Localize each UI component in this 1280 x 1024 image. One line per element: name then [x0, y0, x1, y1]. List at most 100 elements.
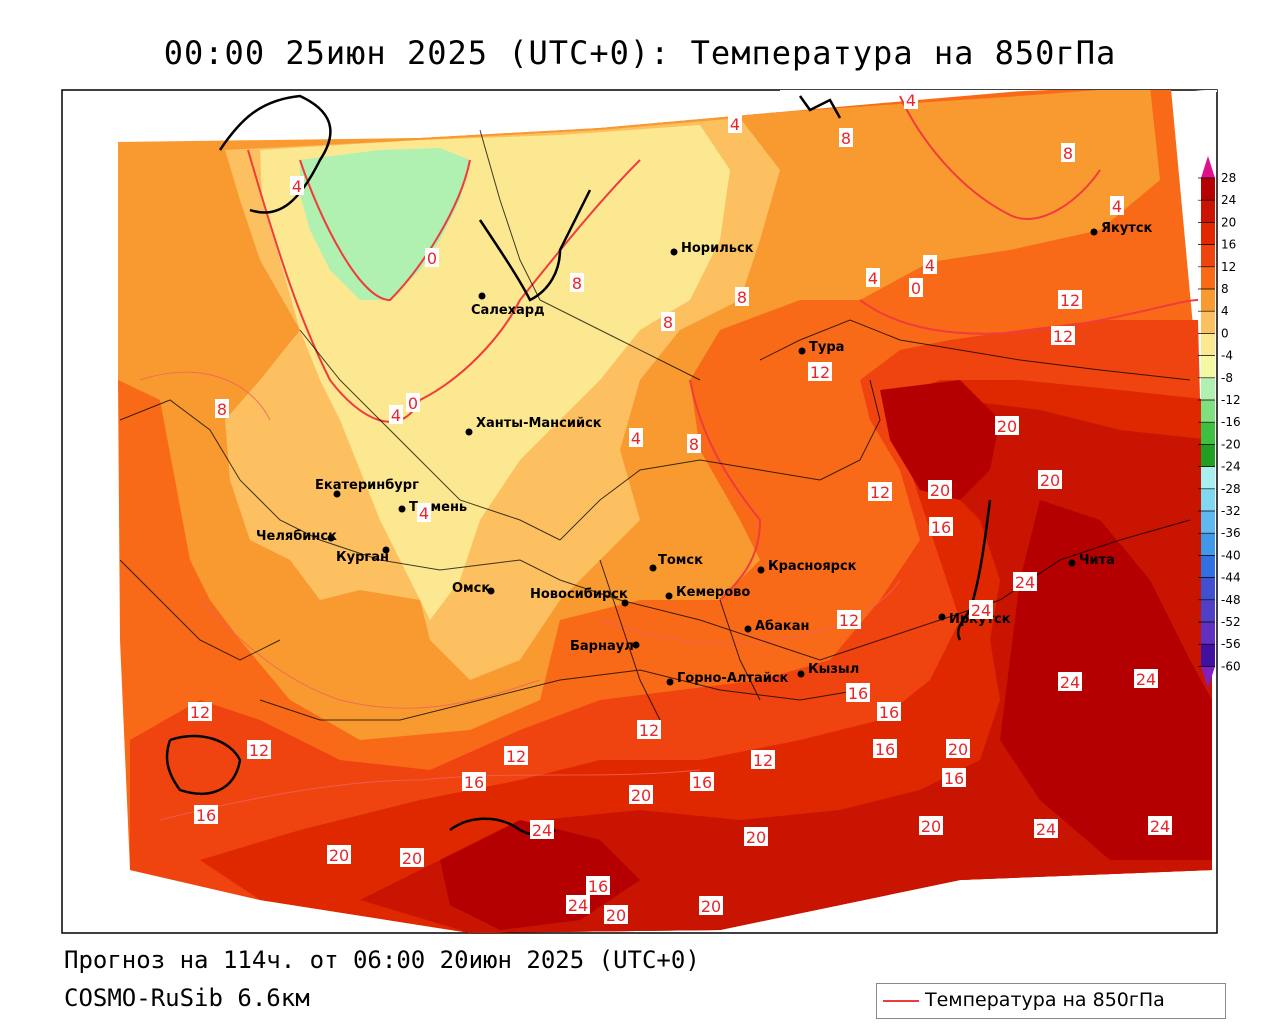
svg-text:24: 24 [532, 821, 552, 840]
colorbar-segment [1201, 400, 1215, 423]
colorbar-tick-label: -52 [1221, 615, 1241, 629]
contour-label: 20 [946, 739, 970, 759]
contour-label: 24 [1134, 669, 1158, 689]
contour-label: 24 [1148, 816, 1172, 836]
svg-text:Красноярск: Красноярск [768, 559, 857, 574]
city-krasnoyarsk: Красноярск [757, 559, 857, 574]
svg-text:12: 12 [249, 741, 269, 760]
contour-label: 24 [566, 895, 590, 915]
contour-label: 16 [929, 517, 953, 537]
legend-label: Температура на 850гПа [925, 989, 1165, 1011]
contour-label: 0 [909, 278, 923, 298]
contour-label: 4 [728, 114, 742, 134]
colorbar-tick-label: -8 [1221, 371, 1233, 385]
colorbar-tick-label: 28 [1221, 171, 1236, 185]
contour-label: 16 [194, 805, 218, 825]
contour-label: 4 [1110, 196, 1124, 216]
colorbar-tick-label: -28 [1221, 482, 1241, 496]
contour-label: 20 [995, 416, 1019, 436]
svg-text:20: 20 [948, 740, 968, 759]
city-labels: Якутск Норильск Салехард Тура Ханты-Манс… [256, 221, 1153, 686]
contour-label: 16 [462, 772, 486, 792]
svg-text:8: 8 [1063, 144, 1073, 163]
colorbar-segment [1201, 488, 1215, 512]
svg-text:16: 16 [875, 740, 895, 759]
svg-text:Норильск: Норильск [681, 241, 754, 256]
contour-label: 4 [904, 90, 918, 110]
city-gorno-altaysk: Горно-Алтайск [666, 671, 789, 686]
city-ekaterinburg: Екатеринбург [315, 478, 419, 498]
city-omsk: Омск [452, 581, 495, 596]
contour-label: 8 [687, 434, 701, 454]
colorbar-segment [1201, 533, 1215, 556]
contour-label: 8 [839, 128, 853, 148]
contour-label: 16 [846, 683, 870, 703]
svg-text:Омск: Омск [452, 581, 490, 596]
contour-label: 24 [969, 600, 993, 620]
contour-label: 24 [1058, 672, 1082, 692]
svg-text:16: 16 [848, 684, 868, 703]
contour-label: 20 [928, 480, 952, 500]
svg-text:16: 16 [692, 773, 712, 792]
contour-label: 12 [247, 740, 271, 760]
svg-text:20: 20 [701, 897, 721, 916]
colorbar-segment [1201, 178, 1215, 201]
colorbar-tick-label: -36 [1221, 526, 1241, 540]
colorbar-tick-label: -12 [1221, 393, 1241, 407]
svg-text:Ханты-Мансийск: Ханты-Мансийск [476, 416, 602, 431]
contour-labels: 4488404440888121212048448122020201216242… [188, 90, 1172, 925]
contour-label: 4 [417, 503, 431, 523]
colorbar-tick-label: 20 [1221, 215, 1236, 229]
colorbar-tick-label: 4 [1221, 304, 1229, 318]
colorbar-tick-label: -32 [1221, 504, 1241, 518]
colorbar-top-arrow [1201, 156, 1215, 178]
contour-label: 16 [586, 876, 610, 896]
colorbar-segment [1201, 422, 1215, 445]
colorbar-tick-label: 24 [1221, 193, 1236, 207]
city-tura: Тура [798, 340, 844, 355]
svg-text:20: 20 [329, 846, 349, 865]
svg-text:12: 12 [810, 363, 830, 382]
colorbar-segment [1201, 289, 1215, 312]
svg-text:4: 4 [925, 256, 935, 275]
contour-label: 4 [923, 255, 937, 275]
colorbar-tick-label: 8 [1221, 282, 1229, 296]
city-kyzyl: Кызыл [797, 662, 859, 678]
svg-text:12: 12 [506, 747, 526, 766]
svg-text:4: 4 [730, 115, 740, 134]
svg-text:Салехард: Салехард [471, 303, 545, 318]
svg-text:12: 12 [190, 703, 210, 722]
contour-label: 20 [744, 827, 768, 847]
city-barnaul: Барнаул [570, 639, 640, 654]
svg-text:12: 12 [1053, 327, 1073, 346]
svg-text:Екатеринбург: Екатеринбург [315, 478, 419, 493]
contour-label: 20 [400, 848, 424, 868]
svg-text:8: 8 [572, 274, 582, 293]
colorbar-bottom-arrow [1201, 666, 1215, 689]
contour-label: 24 [530, 820, 554, 840]
contour-label: 12 [188, 702, 212, 722]
svg-text:Челябинск: Челябинск [256, 529, 337, 544]
city-yakutsk: Якутск [1090, 221, 1153, 236]
colorbar-segment [1201, 555, 1215, 579]
colorbar-tick-label: 16 [1221, 238, 1236, 252]
svg-text:0: 0 [911, 279, 921, 298]
svg-text:24: 24 [971, 601, 991, 620]
contour-label: 12 [837, 610, 861, 630]
contour-label: 4 [629, 428, 643, 448]
contour-label: 24 [1034, 819, 1058, 839]
colorbar-segment [1201, 377, 1215, 401]
contour-label: 12 [637, 720, 661, 740]
colorbar-segment [1201, 511, 1215, 534]
svg-text:Кемерово: Кемерово [676, 585, 750, 600]
svg-text:16: 16 [196, 806, 216, 825]
colorbar-segment [1201, 444, 1215, 468]
contour-label: 0 [425, 248, 439, 268]
svg-text:12: 12 [753, 751, 773, 770]
svg-text:4: 4 [868, 269, 878, 288]
colorbar-segment [1201, 200, 1215, 223]
svg-text:24: 24 [1150, 817, 1170, 836]
contour-label: 20 [629, 785, 653, 805]
contour-label: 12 [1058, 290, 1082, 310]
legend-line-swatch [883, 1000, 919, 1002]
